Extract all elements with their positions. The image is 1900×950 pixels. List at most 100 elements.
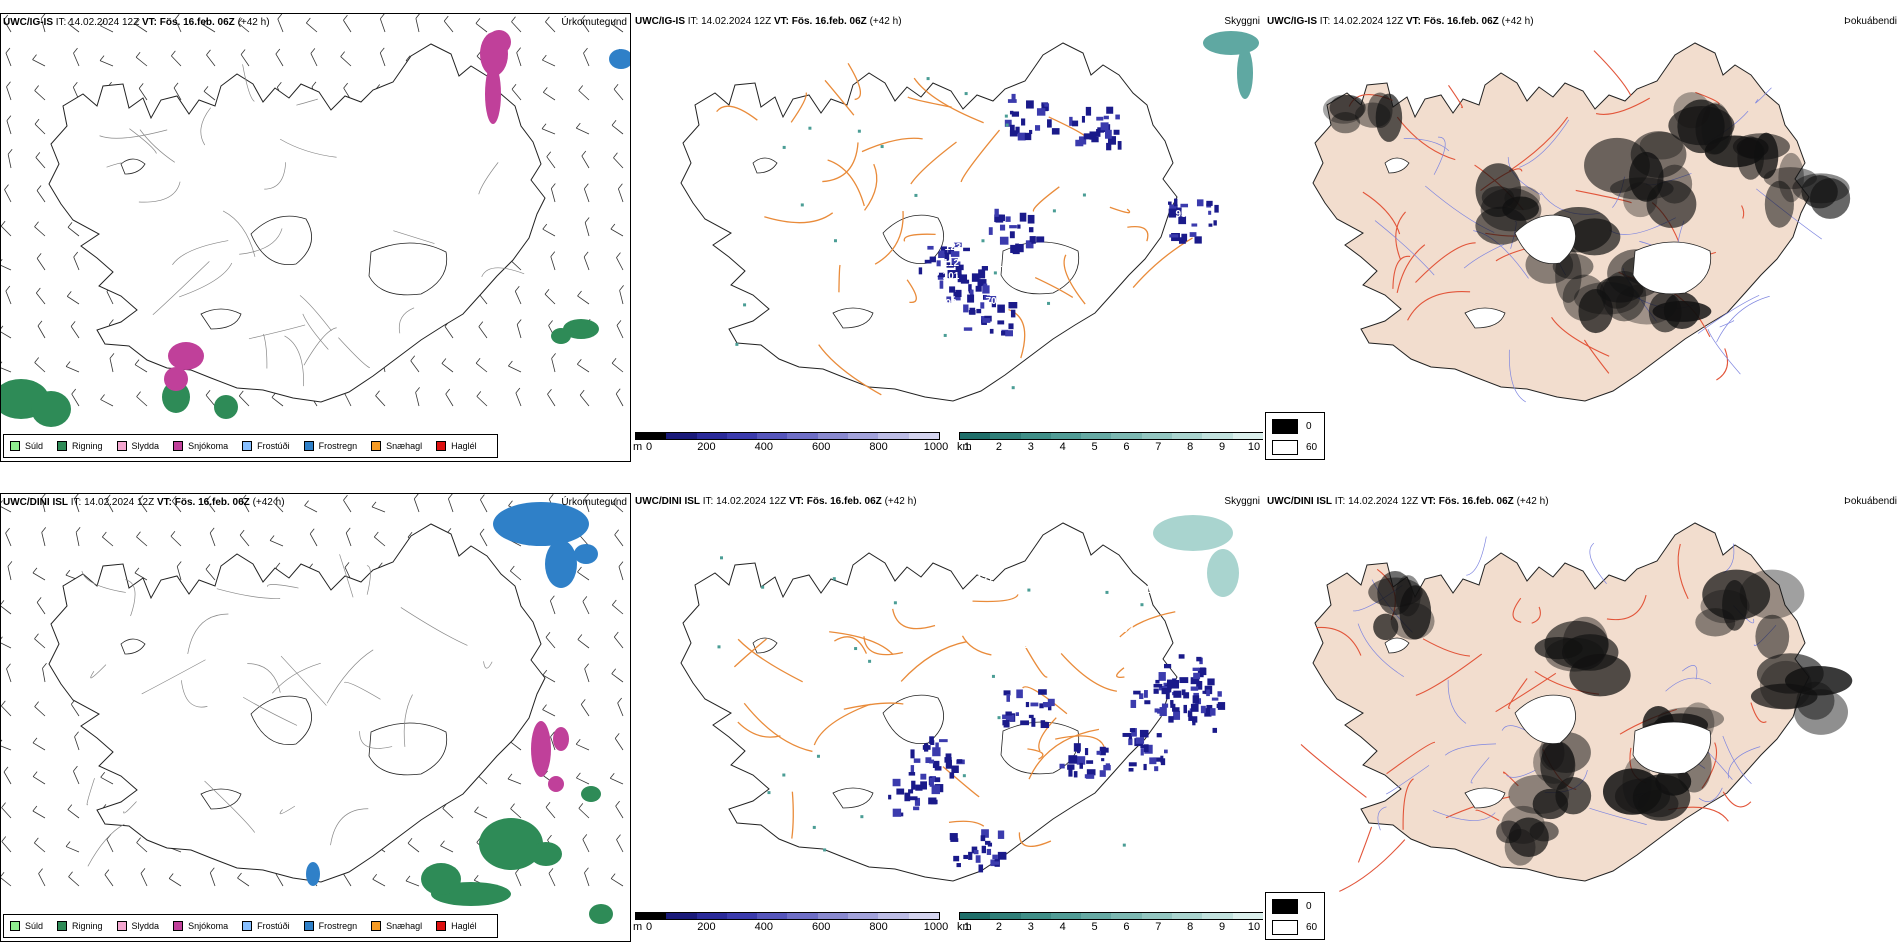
wind-barb-flag xyxy=(6,115,12,121)
road-line xyxy=(1707,328,1741,375)
visibility-cell xyxy=(1005,123,1009,127)
legend-item: Snæhagl xyxy=(371,921,422,931)
wind-barb xyxy=(34,226,46,237)
cloud-base-cell xyxy=(1202,690,1206,694)
it-label: IT: xyxy=(687,16,699,27)
cloud-base-cell xyxy=(930,799,938,805)
cloud-base-cell xyxy=(992,854,998,860)
cloud-base-cell xyxy=(913,758,921,763)
wind-barb xyxy=(443,20,454,33)
road-line xyxy=(1716,348,1729,381)
wind-barb xyxy=(6,668,12,683)
wind-barb xyxy=(67,296,80,305)
cloud-base-cell xyxy=(1192,716,1198,723)
wind-barb xyxy=(173,87,182,101)
cloud-base-cell xyxy=(1005,330,1014,337)
wind-barb-flag xyxy=(581,150,587,157)
cloud-base-cell xyxy=(1028,714,1034,719)
wind-barb-flag xyxy=(372,874,378,880)
road-line xyxy=(1463,243,1505,269)
legend-item: Rigning xyxy=(57,921,103,931)
wind-barb xyxy=(509,741,522,751)
visibility-cell xyxy=(893,601,897,605)
cloud-base-cell xyxy=(1140,748,1144,756)
visibility-cell xyxy=(1047,301,1051,305)
fog-indicator-area xyxy=(1646,180,1697,228)
road-line xyxy=(344,681,381,700)
cloud-base-cell xyxy=(1157,708,1162,714)
road-line xyxy=(716,105,758,121)
wind-barb xyxy=(34,706,46,717)
road-line xyxy=(1583,339,1610,374)
panel-title: Úrkomutegund xyxy=(561,17,627,28)
legend-label: Frostregn xyxy=(318,921,358,931)
road-line xyxy=(1750,702,1767,723)
cloud-base-cell xyxy=(929,759,935,764)
wind-barb-flag xyxy=(550,731,555,737)
cloud-base-cell xyxy=(1172,678,1177,684)
wind-barb xyxy=(611,124,624,135)
colorbar-tick: 7 xyxy=(1155,921,1162,933)
glacier-outline xyxy=(1384,637,1410,654)
freezing-rain-area xyxy=(493,502,589,546)
cloud-base-cell xyxy=(956,863,961,868)
wind-barb-flag xyxy=(510,803,515,809)
cloud-base-cell xyxy=(920,781,927,790)
cloud-base-cell xyxy=(1009,225,1017,229)
wind-barb-flag xyxy=(577,566,582,573)
precip-map xyxy=(1,14,630,427)
road-line xyxy=(204,780,256,833)
wind-barb xyxy=(106,291,114,305)
wind-barb xyxy=(1,745,12,751)
cloud-base-cell xyxy=(1007,99,1017,103)
wind-barb-flag xyxy=(41,494,46,499)
cloud-base-cell xyxy=(953,855,960,862)
colorbar-tick: 1000 xyxy=(923,921,949,933)
wind-barb-flag xyxy=(205,564,211,570)
road-line xyxy=(1028,728,1100,780)
wind-barb-flag xyxy=(516,47,521,53)
fog-legend-label: 0 xyxy=(1306,901,1312,912)
visibility-cell xyxy=(717,645,721,649)
wind-barb xyxy=(1,225,12,237)
road-line xyxy=(263,333,268,369)
panel-title: Úrkomutegund xyxy=(561,497,627,508)
wind-barb-flag xyxy=(584,494,589,499)
wind-barb-flag xyxy=(102,531,107,538)
wind-barb-flag xyxy=(542,223,548,230)
wind-barb-flag xyxy=(34,633,39,640)
wind-barb xyxy=(345,532,352,547)
lead-time: (+42 h) xyxy=(1501,16,1534,27)
model-name: UWC/DINI ISL xyxy=(3,497,68,508)
vt-value: Fös. 16.feb. 06Z xyxy=(1438,496,1514,507)
wind-barb-flag xyxy=(205,389,211,396)
wind-barb xyxy=(34,842,46,853)
legend-swatch xyxy=(303,441,314,451)
cloud-base-cell xyxy=(1099,748,1104,755)
wind-barb-flag xyxy=(405,875,411,882)
fog-indicator-area xyxy=(1639,131,1683,160)
cloud-base-cell xyxy=(929,777,934,787)
cloud-base-cell xyxy=(1143,744,1149,753)
glacier-outline xyxy=(368,722,448,776)
it-label: IT: xyxy=(1334,496,1346,507)
colorbar-tick: 4 xyxy=(1059,441,1066,453)
legend-item: Snæhagl xyxy=(371,441,422,451)
fog-indicator-area xyxy=(1329,94,1366,121)
road-line xyxy=(90,664,107,679)
road-line xyxy=(1756,188,1822,240)
visibility-cell xyxy=(743,303,747,307)
road-line xyxy=(1109,206,1131,214)
wind-barb xyxy=(170,535,182,547)
wind-barb-flag xyxy=(545,16,550,23)
cloud-base-cell xyxy=(1181,689,1186,696)
road-line xyxy=(1055,735,1106,749)
cloud-base-cell xyxy=(1216,703,1222,709)
wind-barb-flag xyxy=(545,632,551,638)
visibility-value-label: 95 xyxy=(1175,209,1187,220)
fog-legend: 0 60 xyxy=(1265,412,1325,460)
glacier-outline xyxy=(1384,157,1410,174)
wind-barb xyxy=(32,572,46,581)
visibility-cell xyxy=(832,577,836,581)
cloud-base-cell xyxy=(910,765,915,774)
